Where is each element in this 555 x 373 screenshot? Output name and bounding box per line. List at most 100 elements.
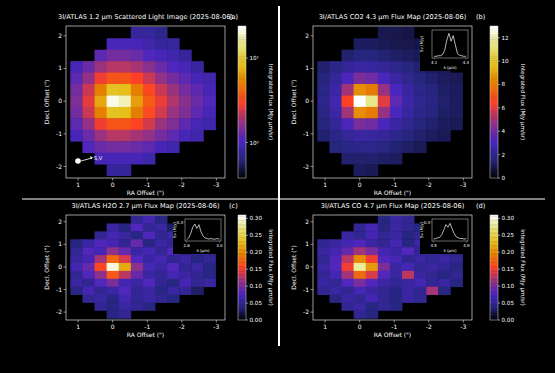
heatmap-cell	[70, 118, 82, 130]
panel-label: (a)	[229, 13, 238, 21]
heatmap-cell	[131, 303, 143, 311]
heatmap-cell	[317, 118, 329, 130]
y-tick	[64, 101, 67, 102]
heatmap-cell	[438, 255, 450, 263]
heatmap-cell	[107, 263, 119, 271]
plot-frame	[66, 215, 225, 320]
y-tick-label: -2	[303, 308, 309, 315]
heatmap-cell	[70, 287, 82, 295]
y-tick-label: 1	[305, 64, 309, 71]
heatmap-cell	[203, 279, 215, 287]
heatmap-cell	[95, 50, 107, 62]
heatmap-cell	[107, 164, 119, 176]
heatmap-cell	[119, 271, 131, 279]
y-tick-label: -2	[56, 163, 62, 170]
colorbar-tick	[246, 218, 248, 219]
heatmap-cell	[107, 73, 119, 85]
heatmap-cell	[95, 130, 107, 142]
y-tick	[64, 35, 67, 36]
heatmap-cell	[70, 279, 82, 287]
heatmap-cell	[354, 295, 366, 303]
heatmap-cell	[143, 303, 155, 311]
colorbar-tick	[246, 286, 248, 287]
spectrum-line	[434, 223, 467, 239]
heatmap-cell	[191, 255, 203, 263]
heatmap-cell	[402, 216, 414, 224]
heatmap-cell	[119, 95, 131, 107]
heatmap-cell	[82, 239, 94, 247]
heatmap-cell	[426, 95, 438, 107]
heatmap-cell	[402, 50, 414, 62]
heatmap-cell	[414, 263, 426, 271]
heatmap-cell	[119, 247, 131, 255]
heatmap-cell	[366, 95, 378, 107]
colorbar-tick	[246, 58, 248, 59]
colorbar-tick-label: 0.05	[502, 300, 515, 306]
heatmap-cell	[95, 61, 107, 73]
heatmap-cell	[155, 231, 167, 239]
heatmap-cell	[167, 107, 179, 119]
separator	[278, 6, 280, 346]
colorbar-tick	[246, 269, 248, 270]
heatmap-cell	[167, 271, 179, 279]
x-tick-label: -2	[179, 181, 185, 188]
heatmap-cell	[438, 107, 450, 119]
heatmap-cell	[155, 50, 167, 62]
heatmap-cell	[95, 118, 107, 130]
heatmap-cell	[82, 287, 94, 295]
colorbar-segment	[490, 26, 498, 28]
heatmap-cell	[366, 303, 378, 311]
heatmap-cell	[329, 255, 341, 263]
heatmap-cell	[390, 84, 402, 96]
heatmap-cell	[70, 107, 82, 119]
inset-x-label: λ (μm)	[443, 65, 457, 70]
heatmap-cell	[342, 107, 354, 119]
heatmap-cell	[414, 141, 426, 153]
heatmap-cell	[378, 303, 390, 311]
heatmap-cell	[131, 271, 143, 279]
heatmap-cell	[354, 95, 366, 107]
heatmap-cell	[329, 130, 341, 142]
heatmap-cell	[438, 271, 450, 279]
heatmap-cell	[131, 279, 143, 287]
y-tick-label: -1	[56, 130, 62, 137]
y-tick-label: 1	[58, 240, 62, 247]
heatmap-cell	[438, 95, 450, 107]
heatmap-cell	[143, 27, 155, 39]
heatmap-cell	[167, 73, 179, 85]
heatmap-cell	[191, 73, 203, 85]
heatmap-cell	[167, 279, 179, 287]
heatmap-cell	[131, 295, 143, 303]
heatmap-cell	[402, 239, 414, 247]
heatmap-cell	[70, 239, 82, 247]
inset: 4.54.90.3λ (μm)Sν (MJy)	[419, 217, 470, 254]
heatmap-cell	[95, 95, 107, 107]
x-tick-label: 0	[358, 323, 362, 330]
heatmap-cell	[390, 216, 402, 224]
heatmap-cell	[179, 263, 191, 271]
title: 3I/ATLAS H2O 2.7 μm Flux Map (2025-08-06…	[71, 202, 219, 210]
x-tick-label: -2	[179, 323, 185, 330]
heatmap-cell	[143, 73, 155, 85]
heatmap-cell	[107, 38, 119, 50]
heatmap-cell	[329, 295, 341, 303]
colorbar-tick	[498, 235, 500, 236]
colorbar-tick	[498, 37, 500, 38]
heatmap-cell	[107, 287, 119, 295]
heatmap-cell	[390, 247, 402, 255]
heatmap-cell	[378, 271, 390, 279]
inset-background	[173, 217, 223, 254]
heatmap-cell	[390, 130, 402, 142]
inset-background	[420, 28, 470, 71]
inset-x-tick-label: 4.1	[431, 60, 438, 65]
colorbar-label: Integrated Flux (MJy μm/sr)	[267, 64, 274, 141]
heatmap-cell	[95, 303, 107, 311]
heatmap-cell	[179, 279, 191, 287]
heatmap-cell	[131, 223, 143, 231]
heatmap-cell	[203, 95, 215, 107]
heatmap-cell	[167, 38, 179, 50]
x-tick-label: -3	[460, 181, 466, 188]
heatmap-cell	[107, 295, 119, 303]
heatmap-cell	[390, 239, 402, 247]
colorbar-tick	[498, 252, 500, 253]
